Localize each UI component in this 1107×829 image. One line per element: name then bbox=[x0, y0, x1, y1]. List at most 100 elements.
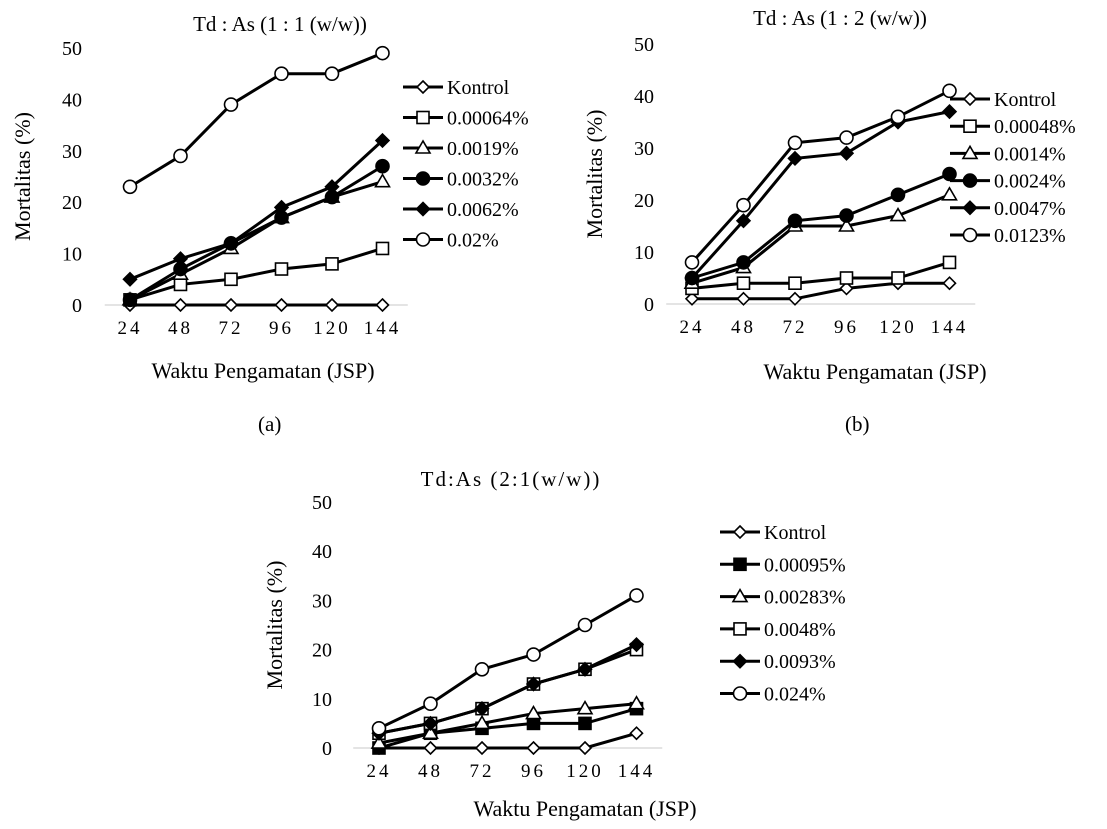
c-data-point bbox=[423, 696, 438, 712]
b-series-line bbox=[691, 172, 951, 280]
b-data-point bbox=[684, 270, 700, 286]
c-chart-title: Td:As (2:1(w/w)) bbox=[421, 467, 602, 491]
a-legend-item: 0.02% bbox=[403, 230, 499, 252]
b-data-point bbox=[890, 187, 906, 203]
c-data-point bbox=[628, 695, 645, 710]
c-x-tick-label: 96 bbox=[521, 761, 546, 782]
c-legend-marker bbox=[733, 557, 747, 572]
c-data-point bbox=[526, 647, 541, 662]
c-legend-item: 0.024% bbox=[720, 684, 826, 706]
a-series-1 bbox=[123, 241, 390, 307]
c-x-tick-label: 48 bbox=[418, 761, 443, 782]
a-data-point bbox=[375, 45, 390, 61]
a-x-axis-label: Waktu Pengamatan (JSP) bbox=[151, 358, 374, 383]
b-legend-item: 0.0123% bbox=[950, 225, 1066, 247]
a-data-point bbox=[274, 66, 289, 81]
a-data-point bbox=[273, 199, 290, 215]
c-data-point bbox=[422, 724, 439, 740]
a-legend-marker bbox=[415, 79, 431, 95]
b-data-point bbox=[684, 255, 700, 270]
c-series-line bbox=[378, 643, 638, 735]
a-data-point bbox=[274, 262, 289, 276]
a-legend-marker bbox=[415, 171, 431, 186]
b-y-tick-label: 50 bbox=[634, 34, 654, 56]
b-y-tick-label: 20 bbox=[634, 190, 654, 212]
c-y-tick-label: 20 bbox=[312, 640, 332, 662]
c-y-tick-label: 10 bbox=[312, 689, 332, 711]
b-data-point bbox=[787, 213, 803, 229]
a-legend-label: Kontrol bbox=[447, 77, 510, 99]
c-data-point bbox=[628, 637, 645, 653]
c-series-0 bbox=[371, 726, 644, 756]
b-series-line bbox=[690, 110, 950, 280]
a-legend-item: 0.0032% bbox=[403, 169, 519, 191]
b-legend-item: Kontrol bbox=[950, 89, 1057, 111]
c-data-point bbox=[629, 726, 644, 741]
c-legend-marker bbox=[732, 686, 748, 701]
a-data-point bbox=[122, 292, 138, 308]
c-y-tick-label: 40 bbox=[312, 541, 332, 563]
c-data-point bbox=[526, 740, 541, 756]
c-legend-marker bbox=[732, 653, 748, 669]
a-data-point bbox=[374, 173, 391, 188]
a-data-point bbox=[375, 241, 390, 256]
a-legend-label: 0.0062% bbox=[447, 199, 519, 221]
a-data-point bbox=[375, 297, 390, 313]
a-y-tick-label: 20 bbox=[62, 192, 82, 214]
c-data-point bbox=[525, 704, 542, 720]
b-series-5 bbox=[684, 83, 957, 270]
chart-a: Td : As (1 : 1 (w/w)) 0 10 20 30 40 50 Mortalit… bbox=[10, 12, 529, 383]
b-legend-item: 0.0047% bbox=[950, 198, 1066, 220]
b-data-point bbox=[788, 276, 802, 291]
c-legend-label: 0.024% bbox=[764, 684, 826, 706]
c-series-line bbox=[378, 707, 637, 750]
a-data-point bbox=[324, 179, 340, 195]
c-series-line bbox=[378, 594, 638, 730]
b-x-tick-label: 120 bbox=[879, 317, 917, 338]
b-series-line bbox=[690, 89, 951, 264]
b-data-point bbox=[839, 208, 854, 223]
b-legend-item: 0.0014% bbox=[950, 143, 1066, 165]
b-legend-marker bbox=[962, 227, 978, 243]
c-data-point bbox=[370, 734, 388, 749]
a-data-point bbox=[173, 297, 188, 313]
a-series-line bbox=[129, 139, 384, 281]
a-series-line bbox=[129, 247, 383, 302]
b-data-point bbox=[942, 255, 957, 270]
a-x-tick-label: 96 bbox=[269, 318, 294, 339]
a-x-tick-label: 120 bbox=[313, 318, 351, 339]
c-x-tick-label: 24 bbox=[367, 761, 392, 782]
a-series-line bbox=[129, 164, 384, 302]
c-data-point bbox=[577, 740, 593, 756]
b-data-point bbox=[838, 217, 855, 232]
a-legend-label: 0.00064% bbox=[447, 108, 529, 130]
c-legend-label: 0.0093% bbox=[764, 651, 836, 673]
a-chart-title: Td : As (1 : 1 (w/w)) bbox=[193, 12, 367, 36]
c-y-axis-label: Mortalitas (%) bbox=[262, 561, 287, 690]
a-series-2 bbox=[121, 173, 391, 306]
a-legend-label: 0.0019% bbox=[447, 138, 519, 160]
b-data-point bbox=[736, 255, 751, 270]
b-legend-marker bbox=[963, 119, 977, 133]
a-y-axis-label: Mortalitas (%) bbox=[10, 112, 35, 241]
b-data-point bbox=[941, 186, 958, 201]
c-legend-item: 0.0048% bbox=[720, 619, 836, 641]
b-data-point bbox=[736, 291, 751, 306]
c-data-point bbox=[473, 714, 491, 730]
a-legend-item: 0.00064% bbox=[403, 108, 529, 130]
b-data-point bbox=[787, 135, 803, 151]
c-legend-item: 0.00283% bbox=[720, 587, 846, 609]
a-legend-marker bbox=[416, 110, 430, 125]
chart-panel-a: Td : As (1 : 1 (w/w)) 0 10 20 30 40 50 Mortalit… bbox=[0, 0, 560, 395]
b-data-point bbox=[890, 109, 906, 125]
a-data-point bbox=[173, 148, 188, 164]
c-data-point bbox=[525, 676, 542, 692]
c-data-point bbox=[577, 661, 593, 677]
c-x-tick-label: 120 bbox=[566, 761, 604, 782]
a-legend-item: 0.0062% bbox=[403, 199, 519, 221]
b-x-axis-label: Waktu Pengamatan (JSP) bbox=[763, 359, 986, 384]
c-legend-item: Kontrol bbox=[720, 522, 827, 544]
a-x-tick-label: 24 bbox=[118, 318, 143, 339]
c-series-line bbox=[379, 731, 637, 750]
a-data-point bbox=[374, 132, 391, 149]
